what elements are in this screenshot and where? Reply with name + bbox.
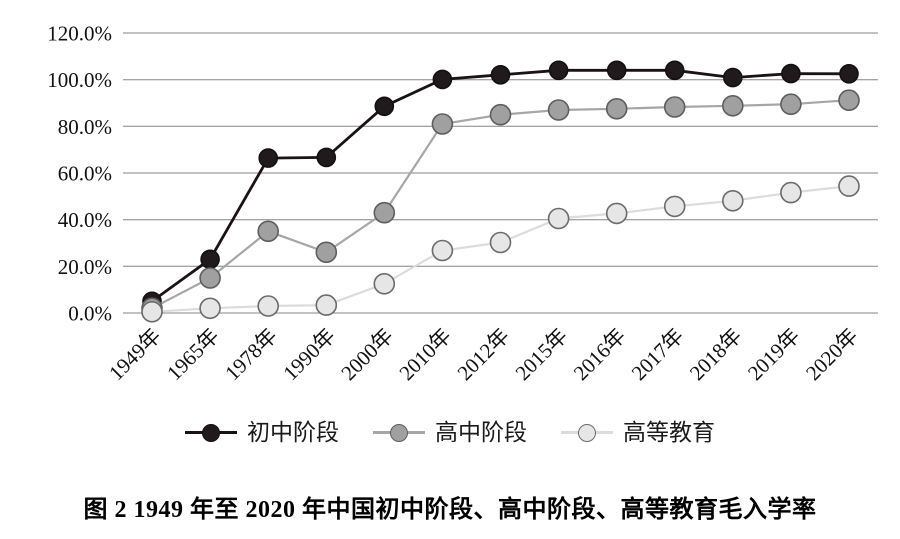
data-point-junior-secondary — [316, 147, 337, 168]
data-point-senior-secondary — [257, 220, 280, 243]
legend-dot-icon — [390, 423, 408, 442]
data-point-higher-education — [141, 300, 163, 323]
x-axis-tick-label: 2017年 — [627, 324, 689, 386]
data-point-junior-secondary — [200, 249, 220, 270]
data-point-higher-education — [199, 297, 221, 320]
legend-marker-line-dot-icon — [373, 423, 425, 442]
y-axis-tick-label: 60.0% — [58, 162, 112, 186]
x-axis-tick-label: 2015年 — [511, 324, 573, 386]
x-axis-tick-label: 1978年 — [220, 324, 282, 386]
series-line-senior-secondary — [151, 99, 850, 310]
x-axis-tick-label: 2012年 — [453, 324, 515, 386]
legend-item-senior-secondary: 高中阶段 — [373, 421, 527, 444]
legend-label: 高中阶段 — [435, 420, 527, 445]
data-point-higher-education — [431, 239, 454, 262]
data-point-higher-education — [605, 202, 628, 225]
data-point-senior-secondary — [721, 95, 744, 117]
data-point-senior-secondary — [838, 89, 860, 111]
legend-item-junior-secondary: 初中阶段 — [185, 421, 339, 444]
data-point-junior-secondary — [432, 69, 453, 90]
data-point-senior-secondary — [663, 96, 686, 118]
data-point-junior-secondary — [664, 60, 685, 81]
data-point-junior-secondary — [258, 148, 279, 168]
legend-item-higher-education: 高等教育 — [561, 421, 715, 444]
data-point-senior-secondary — [489, 103, 512, 126]
data-point-higher-education — [780, 181, 802, 204]
data-point-senior-secondary — [199, 267, 221, 289]
data-point-junior-secondary — [606, 60, 627, 81]
legend-label: 初中阶段 — [247, 420, 339, 445]
x-axis-tick-label: 2010年 — [394, 324, 456, 386]
data-point-higher-education — [373, 272, 396, 295]
data-point-senior-secondary — [780, 93, 802, 115]
y-axis-tick-label: 40.0% — [58, 208, 112, 232]
legend-marker-line-dot-icon — [185, 423, 237, 442]
x-axis-tick-label: 2020年 — [801, 324, 863, 386]
legend-dot-icon — [202, 423, 220, 442]
enrollment-rate-line-chart: 120.0% 100.0% 80.0% 60.0% 40.0% 20.0% 0.0%1949… — [47, 22, 878, 386]
x-axis-tick-label: 1965年 — [162, 324, 224, 386]
legend-label: 高等教育 — [623, 420, 715, 445]
data-point-senior-secondary — [315, 241, 338, 264]
data-point-higher-education — [838, 175, 860, 197]
data-point-senior-secondary — [431, 113, 454, 135]
data-point-senior-secondary — [547, 99, 570, 121]
legend-dot-icon — [578, 423, 596, 442]
x-axis-tick-label: 2019年 — [743, 324, 805, 386]
data-point-junior-secondary — [490, 65, 511, 85]
y-axis-tick-label: 0.0% — [68, 302, 112, 326]
data-point-higher-education — [315, 294, 338, 316]
chart-legend: 初中阶段 高中阶段 高等教育 — [0, 421, 900, 444]
x-axis-tick-label: 2018年 — [685, 324, 747, 386]
data-point-junior-secondary — [374, 96, 395, 117]
figure-caption: 图 2 1949 年至 2020 年中国初中阶段、高中阶段、高等教育毛入学率 — [83, 497, 817, 523]
x-axis-tick-label: 2016年 — [569, 324, 631, 386]
data-point-higher-education — [663, 195, 686, 218]
y-axis-tick-label: 120.0% — [47, 22, 112, 46]
x-axis-tick-label: 2000年 — [336, 324, 398, 386]
data-point-junior-secondary — [548, 60, 569, 81]
x-axis-tick-label: 1949年 — [104, 324, 166, 386]
y-axis-tick-label: 80.0% — [58, 115, 112, 139]
y-axis-tick-label: 100.0% — [47, 68, 112, 92]
x-axis-tick-label: 1990年 — [278, 324, 340, 386]
data-point-higher-education — [257, 295, 280, 317]
data-point-senior-secondary — [605, 98, 628, 120]
data-point-junior-secondary — [781, 63, 801, 84]
data-point-junior-secondary — [722, 67, 743, 88]
legend-marker-line-dot-icon — [561, 423, 613, 442]
y-axis-tick-label: 20.0% — [58, 255, 112, 279]
data-point-higher-education — [489, 231, 512, 254]
data-point-higher-education — [547, 207, 570, 230]
data-point-senior-secondary — [373, 201, 396, 224]
data-point-higher-education — [721, 190, 744, 212]
data-point-junior-secondary — [839, 64, 859, 84]
